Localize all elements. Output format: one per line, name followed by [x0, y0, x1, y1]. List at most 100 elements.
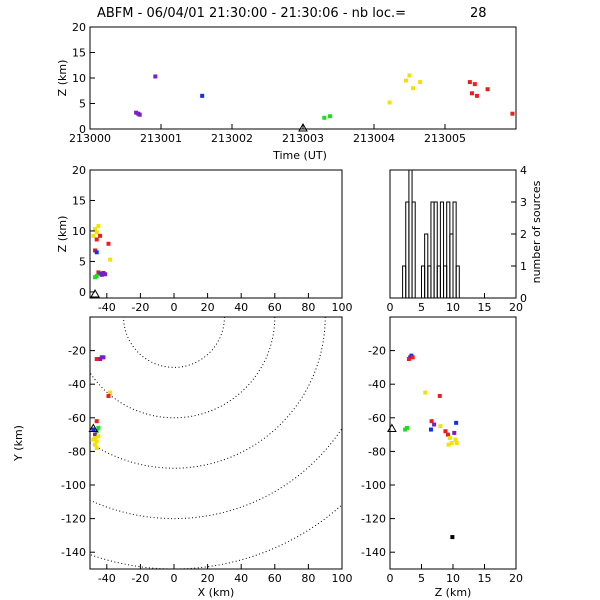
time-height-x-tick-label: 213003 — [282, 132, 324, 145]
histogram-bar — [433, 201, 438, 298]
source-point — [437, 393, 442, 398]
source-point — [450, 535, 455, 540]
x-height-plot-frame — [89, 169, 343, 299]
height-y-y-tick-label: -20 — [368, 345, 386, 358]
height-y-y-tick-label: -80 — [368, 445, 386, 458]
source-count: 28 — [470, 6, 487, 21]
x-height-y-tick-label: 0 — [79, 286, 86, 299]
source-point — [474, 93, 479, 98]
source-point — [469, 91, 474, 96]
time-height-x-tick-label: 213005 — [424, 132, 466, 145]
height-histogram-y-tick-label: 2 — [520, 228, 527, 241]
source-point — [108, 257, 113, 262]
source-point — [200, 93, 205, 98]
time-height-y-axis-title: Z (km) — [56, 60, 69, 97]
plan-view-x-axis-title: X (km) — [198, 586, 235, 599]
histogram-bar — [455, 265, 460, 298]
x-height-panel: Z (km) -40 -20 0 20 40 60 80 100 0 5 10 15 20 — [56, 164, 353, 314]
height-histogram-x-tick-label: 5 — [418, 301, 425, 314]
source-point — [96, 425, 101, 430]
source-point — [103, 272, 108, 277]
source-point — [447, 435, 452, 440]
plan-view-plot-frame — [89, 316, 343, 570]
plan-view-y-tick-label: -60 — [68, 412, 86, 425]
source-point — [94, 230, 99, 235]
x-height-plot-area — [91, 224, 113, 280]
source-point — [454, 441, 459, 445]
source-point — [438, 424, 443, 429]
source-point — [405, 425, 410, 430]
height-y-y-tick-label: -100 — [361, 479, 386, 492]
plan-view-y-tick-label: -40 — [68, 378, 86, 391]
height-y-y-tick-label: -40 — [368, 378, 386, 391]
plan-view-plot-area — [90, 317, 342, 569]
source-point — [446, 442, 451, 447]
source-point — [96, 434, 101, 439]
plan-view-x-tick-label: -40 — [98, 572, 116, 585]
source-point — [106, 393, 111, 398]
source-point — [134, 110, 139, 115]
time-height-panel: Time (UT) Z (km) 213000 213001 213002 21300… — [56, 21, 517, 162]
source-point — [452, 430, 457, 435]
source-point — [472, 82, 477, 87]
plan-view-y-tick-label: -120 — [61, 513, 86, 526]
height-histogram-x-tick-label: 0 — [387, 301, 394, 314]
source-point — [94, 237, 99, 242]
x-height-x-tick-label: 60 — [268, 301, 282, 314]
histogram-bar — [439, 201, 445, 298]
height-y-y-tick-label: -60 — [368, 412, 386, 425]
x-height-x-tick-label: 40 — [234, 301, 248, 314]
source-point — [453, 437, 458, 442]
height-histogram-plot-area — [402, 170, 460, 298]
plan-view-x-tick-label: -20 — [131, 572, 149, 585]
plan-view-panel: X (km) Y (km) -40 -20 0 20 40 60 80 100 -140 -120… — [12, 316, 353, 599]
source-point — [106, 241, 111, 246]
x-height-x-tick-label: -40 — [98, 301, 116, 314]
source-point — [136, 111, 141, 116]
source-point — [432, 422, 437, 427]
x-height-x-tick-label: -20 — [131, 301, 149, 314]
histogram-y-axis-title: number of sources — [530, 180, 543, 283]
source-point — [94, 419, 99, 424]
plan-view-x-tick-label: 100 — [332, 572, 353, 585]
source-point — [108, 390, 113, 395]
station-marker-icon — [88, 423, 99, 433]
source-point — [96, 224, 101, 229]
station-marker-icon — [298, 122, 308, 132]
source-point — [449, 441, 454, 445]
source-point — [98, 233, 103, 238]
source-point — [94, 439, 99, 444]
source-point — [467, 80, 472, 85]
source-point — [94, 274, 99, 279]
source-point — [101, 355, 106, 360]
height-y-panel: Z (km) 0 5 10 15 20 -140 -120 -100 -80 -60 -40 -20 — [361, 316, 523, 599]
source-point — [91, 427, 96, 432]
x-height-y-tick-label: 15 — [72, 194, 86, 207]
plan-view-x-tick-label: 20 — [201, 572, 215, 585]
source-point — [91, 233, 96, 238]
source-point — [443, 429, 448, 434]
x-height-x-tick-label: 20 — [201, 301, 215, 314]
height-y-x-tick-label: 15 — [478, 572, 492, 585]
source-point — [423, 390, 428, 395]
plan-view-y-tick-label: -20 — [68, 345, 86, 358]
source-point — [153, 74, 158, 79]
time-height-y-tick-label: 20 — [72, 21, 86, 34]
x-height-y-tick-label: 20 — [72, 164, 86, 177]
plan-view-x-tick-label: 0 — [171, 572, 178, 585]
height-histogram-x-tick-label: 10 — [446, 301, 460, 314]
source-point — [322, 115, 327, 120]
source-point — [429, 419, 434, 424]
source-point — [93, 442, 98, 447]
time-height-plot-area — [134, 73, 515, 120]
x-height-x-tick-label: 100 — [332, 301, 353, 314]
time-height-x-axis-title: Time (UT) — [272, 149, 327, 162]
source-point — [94, 446, 99, 451]
height-histogram-x-tick-label: 15 — [478, 301, 492, 314]
height-y-x-tick-label: 0 — [387, 572, 394, 585]
height-y-plot-area — [403, 353, 459, 540]
height-y-x-tick-label: 10 — [446, 572, 460, 585]
source-point — [485, 87, 490, 92]
height-histogram-y-tick-label: 1 — [520, 260, 527, 273]
